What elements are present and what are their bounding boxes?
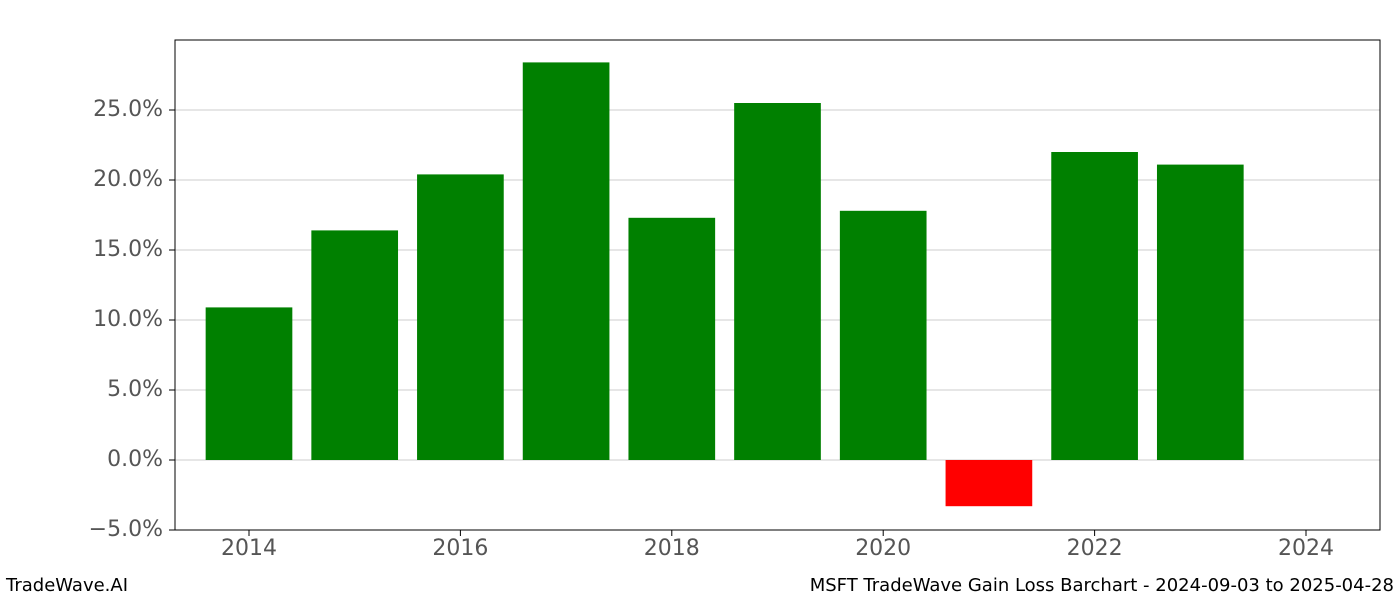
x-tick-label: 2024 (1278, 536, 1334, 561)
footer-caption: MSFT TradeWave Gain Loss Barchart - 2024… (810, 575, 1394, 596)
x-tick-label: 2016 (432, 536, 488, 561)
x-tick-label: 2014 (221, 536, 277, 561)
x-tick-label: 2018 (644, 536, 700, 561)
bar (1157, 165, 1244, 460)
bar (1051, 152, 1138, 460)
x-tick-label: 2020 (855, 536, 911, 561)
bar (206, 307, 293, 460)
y-tick-label: 15.0% (93, 237, 163, 262)
y-tick-label: −5.0% (89, 517, 163, 542)
bar (840, 211, 927, 460)
chart-svg: −5.0% 0.0% 5.0% 10.0% 15.0% 20.0% 25.0% 2014 201… (0, 0, 1400, 600)
bar (734, 103, 821, 460)
gain-loss-chart: −5.0% 0.0% 5.0% 10.0% 15.0% 20.0% 25.0% 2014 201… (0, 0, 1400, 600)
bar (523, 62, 610, 460)
y-tick-label: 10.0% (93, 307, 163, 332)
y-tick-label: 20.0% (93, 167, 163, 192)
y-tick-label: 0.0% (107, 447, 163, 472)
x-tick-label: 2022 (1067, 536, 1123, 561)
footer-brand: TradeWave.AI (6, 575, 128, 596)
bar (946, 460, 1033, 506)
bar (417, 174, 504, 460)
bar (311, 230, 398, 460)
bar (628, 218, 715, 460)
y-tick-label: 5.0% (107, 377, 163, 402)
y-tick-label: 25.0% (93, 97, 163, 122)
